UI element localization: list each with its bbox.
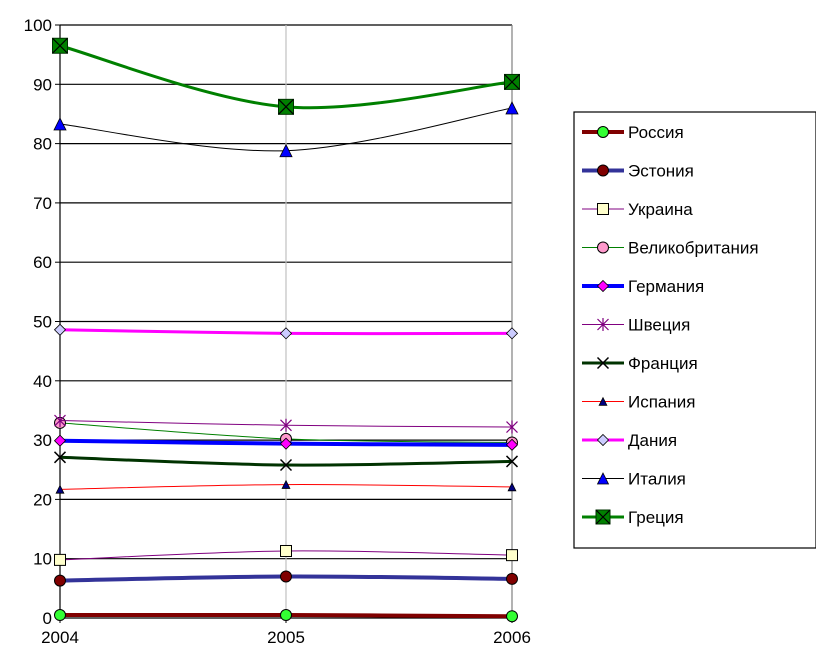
data-point	[505, 455, 519, 468]
data-point	[54, 553, 66, 566]
legend-swatch-marker-x	[595, 509, 611, 525]
data-point	[54, 414, 66, 428]
series-2	[54, 544, 518, 566]
y-tick-label: 20	[33, 490, 52, 509]
legend-swatch-marker	[596, 279, 610, 293]
x-tick-label: 2006	[493, 628, 531, 647]
series-8	[53, 323, 519, 340]
x-tick-label: 2005	[267, 628, 305, 647]
series-10	[52, 37, 520, 115]
data-point-x	[278, 98, 294, 115]
data-point	[54, 609, 66, 622]
data-point	[506, 610, 518, 623]
series-1	[54, 570, 518, 587]
legend-swatch-marker	[596, 472, 610, 485]
legend-item: Италия	[582, 470, 686, 489]
y-tick-label: 0	[43, 609, 52, 628]
data-point	[279, 143, 293, 158]
data-point	[54, 574, 66, 587]
legend: Россия Эстония Украина Великобритания Герман…	[573, 111, 816, 549]
legend-item: Франция	[582, 354, 698, 373]
legend-label: Германия	[628, 277, 704, 296]
data-point	[506, 420, 518, 434]
data-point	[505, 327, 519, 340]
series-6	[53, 451, 519, 472]
data-point	[280, 609, 292, 622]
data-point-x	[52, 37, 68, 54]
x-tick-label: 2004	[41, 628, 79, 647]
legend-label: Италия	[628, 470, 686, 489]
legend-swatch-marker	[596, 433, 610, 447]
data-point	[507, 482, 517, 492]
data-point	[505, 438, 519, 451]
y-tick-label: 80	[33, 135, 52, 154]
legend-label: Дания	[628, 431, 677, 450]
series-9	[53, 101, 519, 158]
x-axis-ticks: 2004 2005 2006	[41, 618, 531, 647]
legend-label: Испания	[628, 393, 695, 412]
legend-swatch-marker	[596, 356, 610, 370]
data-point	[53, 434, 67, 447]
data-point	[55, 484, 65, 494]
legend-label: Украина	[628, 200, 693, 219]
y-tick-label: 70	[33, 194, 52, 213]
data-point	[279, 458, 293, 472]
data-point	[505, 101, 519, 115]
data-point	[279, 327, 293, 340]
legend-swatch-marker	[597, 126, 609, 138]
legend-item: Германия	[582, 277, 704, 296]
legend-swatch-marker	[597, 241, 609, 254]
legend-item: Эстония	[582, 162, 694, 181]
y-tick-label: 30	[33, 431, 52, 450]
legend-label: Греция	[628, 508, 684, 527]
legend-item: Россия	[582, 123, 684, 142]
data-point	[279, 437, 293, 450]
y-tick-label: 60	[33, 253, 52, 272]
legend-item: Украина	[582, 200, 693, 219]
data-point	[53, 117, 67, 131]
y-tick-label: 40	[33, 372, 52, 391]
data-point	[506, 572, 518, 585]
legend-item: Дания	[582, 431, 677, 450]
data-point	[280, 570, 292, 583]
legend-label: Эстония	[628, 162, 694, 181]
legend-item: Греция	[582, 508, 684, 527]
data-point-x	[504, 74, 520, 90]
legend-label: Швеция	[628, 316, 690, 335]
series-5	[54, 414, 518, 434]
legend-swatch-marker	[597, 318, 609, 331]
legend-swatch-marker	[597, 203, 609, 215]
data-point	[280, 544, 292, 557]
data-point	[53, 451, 67, 464]
legend-label: Великобритания	[628, 239, 759, 258]
data-point	[53, 323, 67, 336]
series-4	[53, 434, 519, 451]
y-tick-label: 50	[33, 313, 52, 332]
data-point	[280, 418, 292, 432]
legend-label: Россия	[628, 123, 684, 142]
legend-item: Швеция	[582, 316, 690, 335]
data-point	[506, 549, 518, 562]
legend-label: Франция	[628, 354, 698, 373]
series-layer	[52, 37, 520, 623]
series-7	[55, 479, 517, 494]
y-tick-label: 90	[33, 75, 52, 94]
y-axis-ticks: 0 10 20 30 40 50 60 70 80 90 100	[24, 16, 60, 628]
legend-swatch-marker	[597, 164, 609, 177]
series-0	[54, 609, 518, 623]
legend-item: Великобритания	[582, 239, 759, 258]
legend-swatch-marker	[598, 396, 608, 406]
legend-item: Испания	[582, 393, 695, 412]
legend-box	[573, 111, 816, 549]
y-tick-label: 10	[33, 550, 52, 569]
y-tick-label: 100	[24, 16, 52, 35]
data-point	[281, 479, 291, 489]
